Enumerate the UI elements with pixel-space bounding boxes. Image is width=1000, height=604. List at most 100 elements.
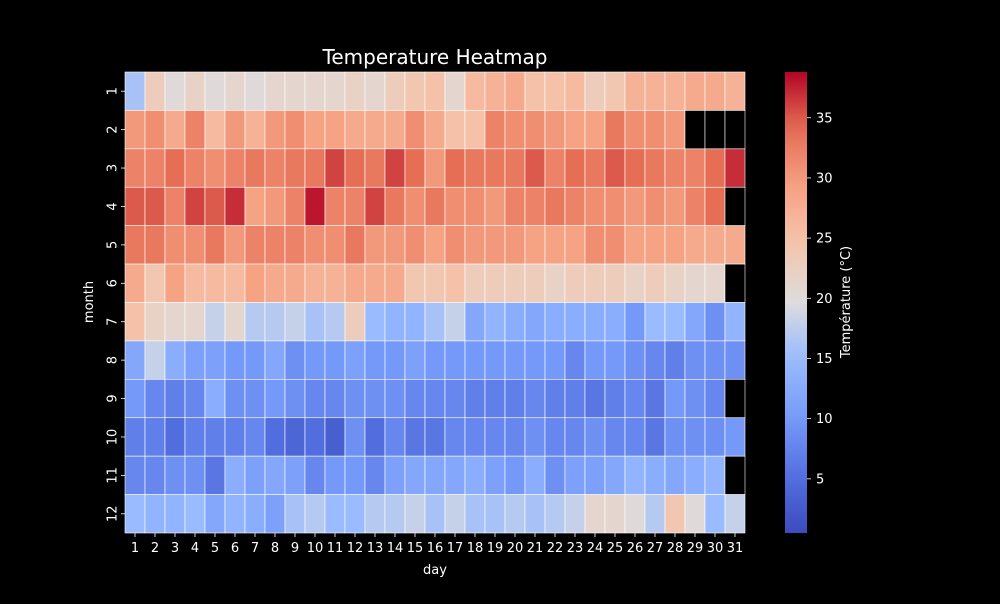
heatmap-cell — [284, 340, 306, 380]
heatmap-cell — [384, 302, 406, 342]
heatmap-cell — [224, 494, 246, 534]
heatmap-cell — [584, 417, 606, 457]
heatmap-cell — [564, 379, 586, 419]
heatmap-cell — [144, 71, 166, 111]
heatmap-cell — [624, 340, 646, 380]
heatmap-cell — [284, 148, 306, 188]
heatmap-cell — [644, 379, 666, 419]
heatmap-cell — [484, 148, 506, 188]
heatmap-cell — [704, 379, 726, 419]
heatmap-cell — [224, 455, 246, 495]
heatmap-cell — [624, 494, 646, 534]
x-tick-label: 12 — [347, 541, 364, 556]
heatmap-cell — [184, 71, 206, 111]
heatmap-cell — [204, 494, 226, 534]
heatmap-cell — [684, 417, 706, 457]
y-tick-label: 3 — [106, 164, 121, 172]
heatmap-cell — [364, 302, 386, 342]
heatmap-cell — [624, 225, 646, 265]
heatmap-cell — [144, 379, 166, 419]
heatmap-cell — [724, 225, 746, 265]
heatmap-cell — [144, 302, 166, 342]
colorbar-label: Température (°C) — [839, 246, 854, 359]
heatmap-cell — [544, 455, 566, 495]
heatmap-cell — [704, 494, 726, 534]
heatmap-cell — [124, 71, 146, 111]
heatmap-cell — [364, 417, 386, 457]
heatmap-cell — [704, 71, 726, 111]
heatmap-cell — [464, 263, 486, 303]
heatmap-cell — [464, 494, 486, 534]
heatmap-cell — [664, 71, 686, 111]
heatmap-cell — [624, 302, 646, 342]
heatmap-cell — [404, 148, 426, 188]
heatmap-cell — [424, 148, 446, 188]
heatmap-cell — [344, 379, 366, 419]
heatmap-cell — [504, 302, 526, 342]
heatmap-cell — [264, 186, 286, 226]
x-tick-label: 18 — [467, 541, 484, 556]
heatmap-cell — [564, 263, 586, 303]
heatmap-cell — [724, 494, 746, 534]
heatmap-cell — [604, 148, 626, 188]
heatmap-cell — [724, 110, 746, 150]
heatmap-cell — [164, 340, 186, 380]
heatmap-cell — [384, 379, 406, 419]
heatmap-cell — [444, 302, 466, 342]
y-tick-label: 7 — [106, 318, 121, 326]
heatmap-cell — [644, 302, 666, 342]
heatmap-cell — [284, 263, 306, 303]
heatmap-cell — [664, 379, 686, 419]
heatmap-cell — [124, 379, 146, 419]
x-tick-label: 20 — [507, 541, 524, 556]
heatmap-cell — [344, 186, 366, 226]
x-tick-label: 6 — [231, 541, 239, 556]
heatmap-cell — [424, 494, 446, 534]
heatmap-cell — [284, 455, 306, 495]
heatmap-cell — [464, 417, 486, 457]
heatmap-cell — [624, 263, 646, 303]
heatmap-cell — [724, 148, 746, 188]
x-tick-label: 2 — [151, 541, 159, 556]
heatmap-cell — [164, 71, 186, 111]
heatmap-cell — [204, 379, 226, 419]
colorbar-tick-label: 20 — [816, 292, 833, 307]
heatmap-cell — [604, 417, 626, 457]
heatmap-cell — [684, 340, 706, 380]
heatmap-cell — [584, 340, 606, 380]
heatmap-cell — [444, 340, 466, 380]
heatmap-cell — [324, 494, 346, 534]
colorbar-tick-label: 15 — [816, 352, 833, 367]
heatmap-cell — [124, 302, 146, 342]
heatmap-cell — [484, 225, 506, 265]
heatmap-cell — [644, 148, 666, 188]
heatmap-cell — [604, 340, 626, 380]
heatmap-cell — [544, 302, 566, 342]
heatmap-cell — [264, 148, 286, 188]
heatmap-cell — [204, 186, 226, 226]
heatmap-cell — [584, 379, 606, 419]
heatmap-cell — [304, 302, 326, 342]
x-tick-label: 7 — [251, 541, 259, 556]
heatmap-cell — [564, 186, 586, 226]
colorbar-tick-label: 30 — [816, 171, 833, 186]
heatmap-cell — [664, 417, 686, 457]
heatmap-cell — [284, 302, 306, 342]
heatmap-cell — [644, 455, 666, 495]
heatmap-cell — [404, 71, 426, 111]
heatmap-cell — [304, 494, 326, 534]
heatmap-cell — [344, 110, 366, 150]
heatmap-cell — [184, 417, 206, 457]
heatmap-cell — [284, 225, 306, 265]
heatmap-cell — [304, 340, 326, 380]
heatmap-cell — [424, 340, 446, 380]
heatmap-cell — [224, 148, 246, 188]
heatmap-cell — [544, 186, 566, 226]
heatmap-cell — [604, 225, 626, 265]
heatmap-cell — [204, 148, 226, 188]
heatmap-cell — [324, 417, 346, 457]
heatmap-cell — [144, 455, 166, 495]
x-tick-label: 1 — [131, 541, 139, 556]
x-tick-label: 16 — [427, 541, 444, 556]
heatmap-cell — [164, 263, 186, 303]
